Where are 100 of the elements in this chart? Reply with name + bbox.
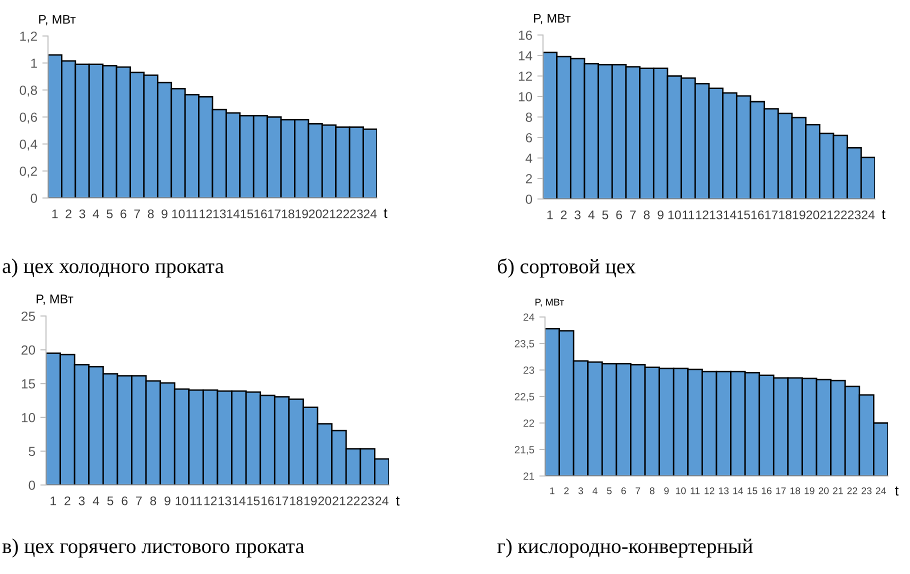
x-tick-label: 14 [232,496,246,506]
x-tick-label: 12 [200,209,212,218]
x-tick-label: 1 [547,210,553,220]
y-tick-label: 0 [28,480,36,490]
x-tick-label: 18 [779,210,792,220]
x-tick-label: 21 [833,487,843,494]
x-tick-label: 5 [106,210,113,218]
x-tick-label: 15 [247,496,260,506]
x-tick-label: 18 [282,209,294,218]
y-tick-label: 8 [526,112,532,122]
y-tick-label: 22 [524,420,534,427]
x-tick-label: 3 [578,487,584,494]
x-tick-label: 6 [621,487,626,494]
x-tick-label: 23 [350,209,363,218]
x-tick-label: 21 [820,210,833,220]
x-tick-label: 18 [790,487,800,494]
x-tick-label: 21 [332,496,346,506]
x-tick-label: 10 [176,496,188,506]
x-tick-label: 4 [92,210,100,218]
y-tick-label: 10 [518,92,532,102]
y-tick-label: 0,6 [20,112,38,124]
x-tick-label: 9 [658,210,664,220]
y-tick-label: 1 [31,58,37,68]
x-tick-label: 20 [308,209,322,218]
x-tick-label: 2 [560,210,567,220]
y-tick-label: 2 [526,174,532,184]
text: б) сортовой цех [498,258,636,278]
y-tick-label: 0 [30,194,38,203]
x-tick-label: 16 [762,487,772,494]
x-tick-label: 20 [818,487,829,494]
x-tick-label: 11 [682,210,694,220]
x-tick-label: 6 [120,209,126,218]
y-tick-label: 21 [524,472,534,480]
x-tick-label: 17 [765,210,778,220]
y-axis-title: P, МВт [39,15,76,26]
x-tick-label: 12 [204,496,217,506]
x-tick-label: 5 [602,210,608,220]
x-tick-label: 15 [240,210,254,218]
x-tick-label: 16 [254,209,267,218]
x-tick-label: 24 [862,210,875,220]
x-tick-label: 13 [710,210,722,220]
y-tick-label: 1,2 [20,32,37,42]
x-tick-label: 22 [834,210,847,220]
y-tick-label: 5 [28,446,36,456]
x-tick-label: 8 [150,496,156,506]
x-tick-label: 13 [213,209,226,218]
x-axis-title: t [396,496,400,506]
x-tick-label: 24 [364,209,377,218]
y-tick-label: 14 [518,51,532,60]
x-tick-label: 19 [804,487,814,494]
x-tick-label: 11 [190,496,202,506]
x-tick-label: 12 [704,487,714,494]
x-tick-label: 22 [336,209,350,218]
y-tick-label: 0,8 [20,86,38,96]
x-tick-label: 23 [848,210,861,220]
x-tick-label: 8 [148,209,154,218]
x-tick-label: 15 [748,487,758,494]
x-tick-label: 24 [876,487,886,494]
y-tick-label: 4 [526,154,532,163]
x-tick-label: 19 [304,496,317,506]
y-tick-label: 6 [526,133,532,142]
x-tick-label: 9 [162,209,168,218]
x-tick-label: 17 [776,487,786,494]
x-tick-label: 1 [550,487,554,494]
y-axis-title: P, МВт [536,298,564,307]
x-tick-label: 19 [296,209,308,218]
x-tick-label: 14 [733,487,744,494]
x-tick-label: 22 [346,496,360,506]
x-tick-label: 8 [644,210,650,220]
y-tick-label: 23 [524,366,534,374]
x-axis-title: t [895,486,899,496]
x-tick-label: 11 [186,210,198,218]
x-tick-label: 20 [318,496,332,506]
x-tick-label: 9 [664,487,669,494]
x-tick-label: 3 [79,209,86,218]
x-tick-label: 20 [806,210,820,220]
x-tick-label: 4 [588,210,595,220]
y-tick-label: 12 [518,72,532,81]
x-tick-label: 10 [676,487,686,494]
x-tick-label: 1 [50,496,56,506]
x-tick-label: 3 [78,496,85,506]
y-tick-label: 21,5 [514,446,534,455]
y-tick-label: 23,5 [514,340,534,349]
x-tick-label: 4 [92,496,100,506]
x-tick-label: 13 [718,487,729,494]
x-tick-label: 10 [172,209,185,218]
x-tick-label: 6 [616,210,622,220]
x-axis-title: t [384,208,388,218]
x-tick-label: 7 [136,496,142,506]
text: г) кислородно-конвертерный [497,538,753,558]
x-tick-label: 2 [564,487,569,494]
text: а) цех холодного проката [2,258,224,278]
x-tick-label: 17 [268,210,281,218]
x-tick-label: 2 [64,496,70,506]
x-tick-label: 10 [668,210,681,220]
x-tick-label: 17 [276,496,288,506]
x-tick-label: 22 [847,487,858,494]
y-tick-label: 20 [22,345,36,355]
x-tick-label: 4 [592,487,598,494]
y-tick-label: 0 [526,194,532,204]
